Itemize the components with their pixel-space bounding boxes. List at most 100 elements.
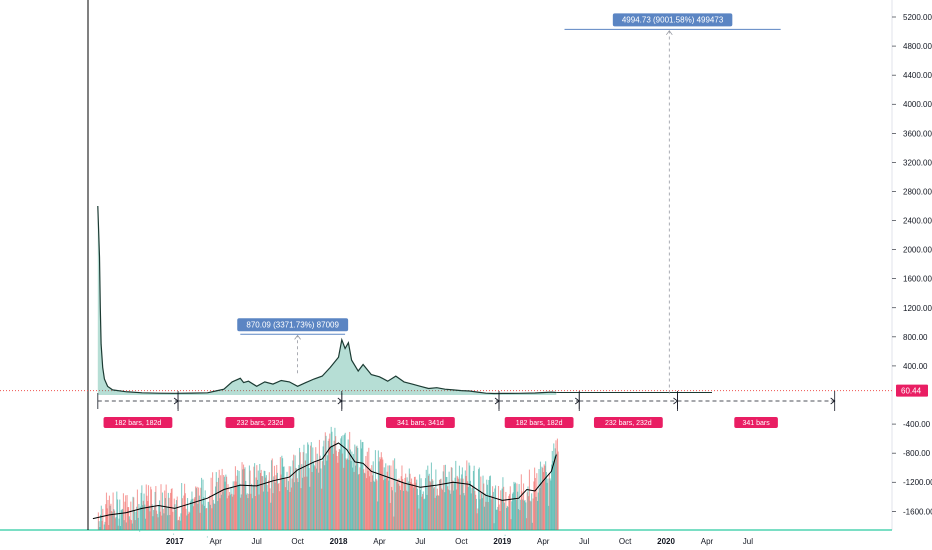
volume-bar (539, 487, 541, 530)
volume-bar (431, 479, 433, 530)
volume-bar (370, 481, 372, 530)
volume-bar (186, 497, 189, 530)
volume-bar (504, 534, 506, 536)
volume-bar (239, 483, 241, 530)
volume-bar (157, 517, 159, 530)
y-tick-label: 4000.00 (903, 100, 932, 109)
y-tick-label: 800.00 (903, 333, 928, 342)
volume-bar (502, 477, 504, 530)
volume-bar (352, 467, 354, 530)
volume-bar (444, 492, 446, 530)
volume-bar (376, 480, 378, 530)
volume-bar (311, 471, 313, 530)
volume-bar (284, 478, 286, 530)
volume-bar (327, 440, 329, 530)
volume-bar (108, 525, 110, 530)
volume-bar (378, 461, 380, 530)
volume-bar (505, 491, 507, 530)
volume-bar (446, 476, 448, 530)
x-tick-label: Jul (743, 537, 753, 546)
volume-bar (412, 483, 414, 530)
volume-bar (129, 519, 131, 530)
volume-bar (209, 504, 211, 530)
volume-bar (553, 456, 556, 530)
volume-bar (293, 482, 295, 530)
volume-bar (200, 477, 203, 530)
volume-bar (459, 494, 461, 530)
volume-bar (455, 489, 458, 530)
volume-bar (475, 494, 477, 530)
volume-bar (137, 517, 139, 530)
volume-bar (545, 461, 547, 530)
volume-bar (439, 479, 441, 530)
volume-bar (282, 466, 284, 530)
volume-bar (316, 453, 318, 530)
volume-bar (380, 452, 382, 530)
volume-bar (206, 536, 208, 538)
volume-bar (531, 493, 533, 530)
volume-bar (242, 469, 244, 530)
volume-bar (283, 466, 285, 530)
volume-bar (548, 505, 550, 530)
volume-bar (508, 495, 510, 530)
volume-bar (160, 484, 162, 530)
volume-bar (401, 465, 403, 530)
volume-bar (172, 511, 174, 530)
volume-bar (102, 508, 104, 530)
volume-bar (369, 468, 371, 530)
volume-bar (478, 469, 480, 530)
volume-bar (382, 459, 384, 530)
volume-bar (294, 455, 296, 530)
volume-bar (152, 516, 154, 530)
volume-bar (175, 500, 178, 530)
volume-bar (134, 520, 136, 530)
volume-bar (326, 460, 328, 530)
volume-bar (360, 439, 362, 530)
volume-bar (448, 471, 450, 530)
volume-bar (274, 482, 276, 530)
volume-bar (255, 477, 257, 530)
volume-bar (183, 495, 185, 530)
volume-bar (257, 470, 259, 530)
volume-bar (496, 509, 498, 530)
volume-bar (243, 468, 245, 530)
callout-box (237, 318, 349, 332)
volume-bar (231, 496, 234, 530)
volume-bar (169, 515, 171, 530)
volume-bar (248, 465, 250, 530)
y-axis-ticks: 5200.00 4800.00 4400.00 4000.00 3600.00 3200.… (892, 13, 932, 516)
volume-bar (480, 493, 483, 530)
volume-bar (287, 481, 290, 530)
volume-bar (307, 442, 309, 530)
volume-bar (487, 502, 489, 530)
volume-bar (550, 464, 553, 530)
volume-bar (259, 463, 261, 530)
volume-bar (144, 504, 146, 530)
volume-bar (391, 486, 393, 530)
volume-bar (482, 475, 484, 530)
volume-bar (475, 498, 477, 530)
volume-bar (503, 486, 505, 530)
volume-bar (492, 491, 494, 530)
volume-bar (429, 481, 431, 530)
volume-bar (178, 519, 180, 530)
x-tick-label: Oct (619, 537, 632, 546)
range-badge (593, 417, 663, 428)
volume-bar (187, 513, 189, 530)
volume-bar (551, 450, 553, 530)
volume-bar (470, 493, 472, 530)
volume-bar (241, 462, 243, 530)
volume-bar (192, 498, 194, 530)
volume-bar (520, 474, 522, 530)
volume-bar (340, 436, 343, 530)
volume-bar (171, 488, 173, 530)
volume-bar (249, 470, 251, 530)
volume-bar (416, 479, 418, 530)
x-tick-label: 2019 (493, 537, 511, 546)
volume-oscillator (92, 442, 557, 520)
volume-bar (113, 509, 115, 530)
volume-bar (377, 450, 379, 530)
volume-bar (486, 479, 488, 530)
volume-bar (268, 472, 270, 530)
